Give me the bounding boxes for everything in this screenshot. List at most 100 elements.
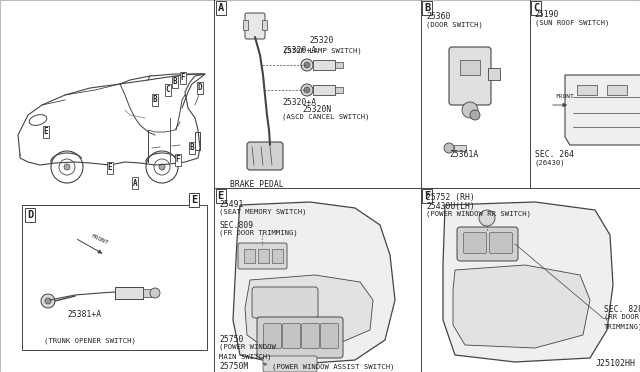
FancyBboxPatch shape	[264, 324, 282, 349]
Text: 25750M: 25750M	[220, 362, 249, 371]
Text: E: E	[108, 164, 112, 173]
Text: B: B	[424, 3, 430, 13]
FancyBboxPatch shape	[263, 356, 317, 372]
Bar	[258, 249, 269, 263]
Text: FRONT: FRONT	[555, 94, 573, 99]
Text: (POWER WINDOW ASSIST SWITCH): (POWER WINDOW ASSIST SWITCH)	[273, 363, 395, 369]
Circle shape	[159, 164, 165, 170]
Text: 25320: 25320	[310, 36, 334, 45]
Text: MAIN SWITCH): MAIN SWITCH)	[220, 353, 272, 359]
Circle shape	[150, 288, 160, 298]
Text: TRIMMING): TRIMMING)	[604, 323, 640, 330]
Text: 25381+A: 25381+A	[68, 310, 102, 319]
Text: (DOOR SWITCH): (DOOR SWITCH)	[426, 21, 483, 28]
Text: (POWER WINDOW RR SWITCH): (POWER WINDOW RR SWITCH)	[426, 211, 531, 217]
Text: (RR DOOR: (RR DOOR	[604, 314, 639, 321]
Text: B: B	[189, 144, 195, 153]
Circle shape	[470, 110, 480, 120]
Bar	[115, 287, 143, 299]
Circle shape	[64, 164, 70, 170]
Circle shape	[479, 210, 495, 226]
Bar	[313, 60, 335, 70]
Text: 25430U(LH): 25430U(LH)	[426, 202, 475, 211]
Bar	[488, 68, 500, 80]
Circle shape	[301, 59, 313, 71]
Text: E: E	[218, 191, 223, 201]
Bar	[454, 145, 466, 151]
FancyBboxPatch shape	[247, 142, 283, 170]
Text: FRONT: FRONT	[90, 234, 109, 246]
Text: 25320+A: 25320+A	[282, 98, 316, 107]
Text: SEC. 828: SEC. 828	[604, 305, 640, 314]
Bar	[22, 205, 207, 350]
Text: D: D	[198, 83, 202, 93]
Text: SEC.809: SEC.809	[220, 221, 253, 230]
Text: (ASCD CANCEL SWITCH): (ASCD CANCEL SWITCH)	[282, 114, 369, 121]
Circle shape	[304, 87, 310, 93]
Text: 25190: 25190	[535, 10, 559, 19]
Polygon shape	[443, 202, 613, 362]
Text: D: D	[27, 210, 33, 220]
Bar	[313, 85, 335, 95]
Text: 25360: 25360	[426, 12, 451, 21]
Text: F: F	[180, 74, 186, 83]
Text: (POWER WINDOW: (POWER WINDOW	[220, 344, 276, 350]
Text: SEC. 264: SEC. 264	[535, 150, 574, 159]
Text: A: A	[132, 179, 138, 187]
Text: B: B	[173, 77, 177, 87]
Bar	[244, 249, 255, 263]
FancyBboxPatch shape	[449, 47, 491, 105]
Bar	[243, 20, 248, 30]
Circle shape	[304, 62, 310, 68]
Text: A: A	[218, 3, 223, 13]
Bar	[195, 132, 200, 150]
Text: (FR DOOR TRIMMING): (FR DOOR TRIMMING)	[220, 230, 298, 236]
Polygon shape	[453, 265, 590, 348]
FancyBboxPatch shape	[245, 13, 265, 39]
Text: (STOP LAMP SWITCH): (STOP LAMP SWITCH)	[283, 48, 362, 54]
Bar	[460, 60, 480, 75]
Text: F: F	[424, 191, 430, 201]
Text: 25752 (RH): 25752 (RH)	[426, 193, 475, 202]
Bar	[262, 20, 267, 30]
Text: 25361A: 25361A	[449, 150, 478, 159]
Text: J25102HH: J25102HH	[596, 359, 636, 368]
Polygon shape	[245, 275, 373, 348]
Bar	[607, 85, 627, 95]
Text: (26430): (26430)	[535, 159, 566, 166]
Circle shape	[462, 102, 478, 118]
FancyBboxPatch shape	[252, 287, 318, 318]
Text: 25320N: 25320N	[302, 105, 332, 114]
Text: 25320+A: 25320+A	[282, 46, 316, 55]
FancyBboxPatch shape	[490, 232, 513, 253]
Bar	[335, 87, 343, 93]
Circle shape	[444, 143, 454, 153]
Text: BRAKE PEDAL: BRAKE PEDAL	[230, 180, 284, 189]
Text: C: C	[166, 86, 170, 94]
Text: E: E	[44, 128, 48, 137]
FancyBboxPatch shape	[301, 324, 319, 349]
FancyBboxPatch shape	[257, 317, 343, 358]
Bar	[143, 289, 151, 297]
Text: C: C	[533, 3, 539, 13]
FancyBboxPatch shape	[238, 243, 287, 269]
FancyBboxPatch shape	[457, 227, 518, 261]
Text: 25750: 25750	[220, 335, 244, 344]
Bar	[577, 85, 597, 95]
Text: B: B	[153, 96, 157, 105]
Text: E: E	[191, 195, 197, 205]
Polygon shape	[233, 202, 395, 365]
Bar	[272, 249, 283, 263]
Text: (SEAT MEMORY SWITCH): (SEAT MEMORY SWITCH)	[220, 209, 307, 215]
FancyBboxPatch shape	[463, 232, 486, 253]
Text: (SUN ROOF SWITCH): (SUN ROOF SWITCH)	[535, 19, 609, 26]
FancyBboxPatch shape	[282, 324, 301, 349]
Circle shape	[301, 84, 313, 96]
Text: (TRUNK OPENER SWITCH): (TRUNK OPENER SWITCH)	[44, 338, 136, 344]
Circle shape	[41, 294, 55, 308]
Text: 25491: 25491	[220, 200, 244, 209]
Text: F: F	[176, 155, 180, 164]
Bar	[335, 62, 343, 68]
Circle shape	[45, 298, 51, 304]
Polygon shape	[565, 75, 640, 145]
